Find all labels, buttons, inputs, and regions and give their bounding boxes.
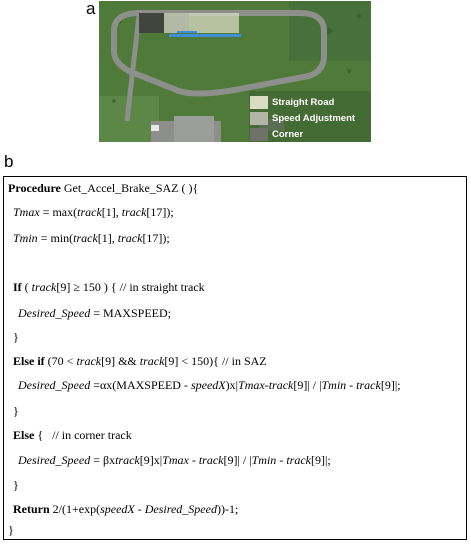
- legend-text-corner: Corner: [272, 129, 304, 140]
- code-line-9: }: [13, 404, 19, 418]
- code-line-1: Procedure Get_Accel_Brake_SAZ ( ){: [8, 181, 199, 195]
- procedure-code-box: Procedure Get_Accel_Brake_SAZ ( ){ Tmax …: [3, 176, 467, 540]
- legend-swatch-speed-adjustment: [250, 112, 268, 125]
- code-line-4: If ( track[9] ≥ 150 ) { // in straight t…: [13, 280, 205, 294]
- legend-item-corner: Corner: [250, 127, 355, 142]
- code-line-10: Else { // in corner track: [13, 428, 132, 442]
- code-line-12: }: [13, 478, 19, 492]
- legend-item-speed-adjustment: Speed Adjustment: [250, 111, 355, 126]
- code-line-3: Tmin = min(track[1], track[17]);: [13, 231, 170, 245]
- legend-text-straight: Straight Road: [272, 97, 335, 108]
- code-line-11: Desired_Speed = βxtrack[9]x|Tmax - track…: [18, 453, 331, 467]
- legend-swatch-straight: [250, 96, 268, 109]
- legend-item-straight: Straight Road: [250, 95, 355, 110]
- code-line-7: Else if (70 < track[9] && track[9] < 150…: [13, 354, 267, 368]
- code-line-5: Desired_Speed = MAXSPEED;: [18, 306, 171, 320]
- track-legend: Straight Road Speed Adjustment Corner: [250, 95, 355, 143]
- legend-text-speed-adjustment: Speed Adjustment: [272, 113, 356, 124]
- code-line-6: }: [13, 330, 19, 344]
- code-line-13: Return 2/(1+exp(speedX - Desired_Speed))…: [13, 502, 239, 516]
- code-line-8: Desired_Speed =αx(MAXSPEED - speedX)x|Tm…: [18, 378, 401, 392]
- legend-swatch-corner: [250, 128, 268, 141]
- panel-label-b: b: [4, 152, 14, 171]
- track-map-image: [99, 1, 371, 142]
- panel-label-a: a: [86, 0, 96, 18]
- code-line-2: Tmax = max(track[1], track[17]);: [13, 205, 174, 219]
- code-line-14: }: [8, 523, 14, 537]
